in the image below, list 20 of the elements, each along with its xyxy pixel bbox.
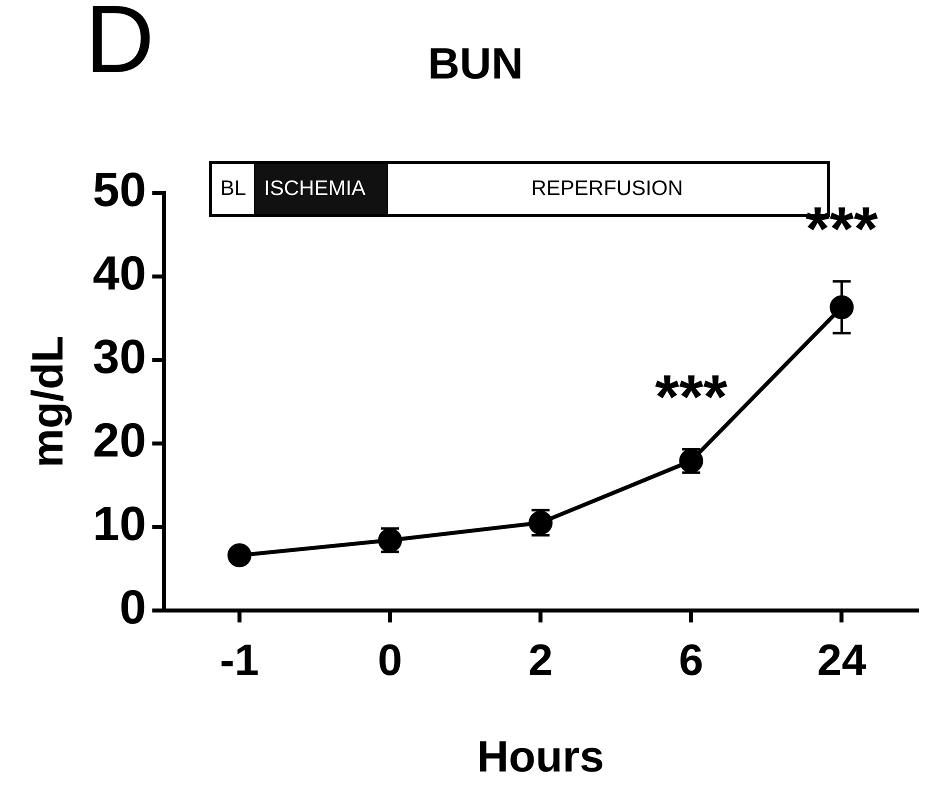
x-tick-label: 6 [678,636,704,685]
y-axis-title: mg/dL [24,336,73,468]
y-tick-label: 10 [92,498,146,552]
y-tick-label: 50 [92,164,146,218]
y-tick-label: 30 [92,331,146,384]
y-tick-label: 20 [92,414,146,468]
annotation: ISCHEMIA [254,164,388,214]
x-tick-label: 0 [378,636,402,685]
x-tick-label: 2 [528,636,553,685]
annotation: *** [654,363,728,432]
x-tick-label: 24 [817,636,867,685]
x-axis-title: Hours [477,732,604,782]
annotation: REPERFUSION [531,176,683,200]
x-tick-label: -1 [220,636,260,685]
point [227,543,252,568]
y-tick-label: 40 [92,248,146,301]
annotation: BL [219,176,248,202]
y-tick-label: 0 [119,582,146,635]
text: D [85,0,154,93]
chart-title: BUN [428,40,524,89]
